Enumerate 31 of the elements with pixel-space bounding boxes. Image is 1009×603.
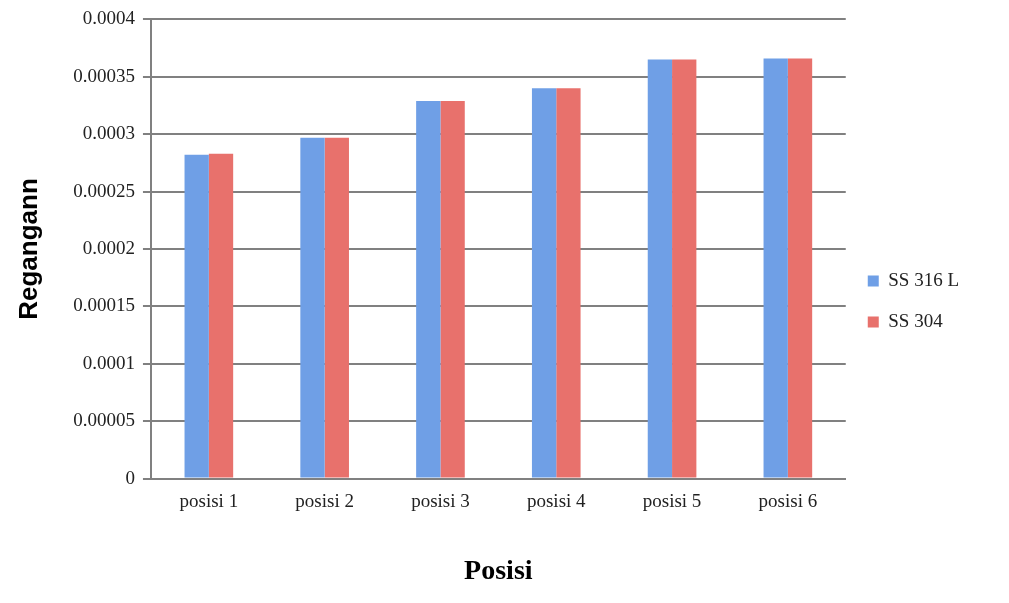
bar [531, 88, 557, 478]
y-tick-label: 0.00025 [73, 179, 135, 201]
y-tick-label: 0.00005 [73, 409, 135, 431]
bar [300, 137, 325, 478]
x-axis-title: Posisi [464, 554, 533, 586]
bar [556, 88, 581, 478]
legend-label: SS 304 [888, 309, 944, 331]
legend-label: SS 316 L [888, 268, 960, 290]
y-tick-label: 0.00035 [73, 64, 135, 86]
bar [763, 58, 788, 478]
bar [324, 137, 349, 478]
y-tick-label: 0 [125, 466, 135, 488]
bar [647, 59, 673, 478]
bar [672, 59, 697, 478]
x-tick-label: posisi 3 [411, 489, 470, 511]
bar [184, 154, 209, 478]
y-tick-label: 0.0004 [82, 7, 136, 29]
y-tick-label: 0.0002 [82, 236, 135, 258]
bar [416, 100, 441, 478]
x-tick-label: posisi 2 [295, 489, 354, 511]
x-tick-label: posisi 4 [526, 489, 587, 511]
y-axis-title: Regangann [12, 178, 43, 320]
x-tick-label: posisi 1 [179, 489, 239, 511]
bar [440, 100, 465, 478]
x-tick-label: posisi 6 [758, 489, 818, 511]
bar [787, 58, 813, 478]
y-tick-label: 0.00015 [73, 294, 135, 316]
x-tick-label: posisi 5 [642, 489, 702, 511]
y-tick-label: 0.0003 [82, 122, 135, 144]
y-tick-label: 0.0001 [82, 351, 135, 373]
bar [208, 153, 234, 478]
